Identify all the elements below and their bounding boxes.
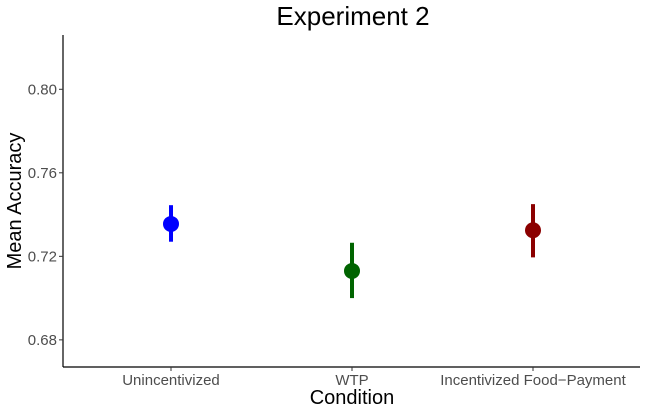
mean-point [525, 222, 541, 239]
mean-point [344, 262, 360, 279]
x-axis-title: Condition [310, 387, 395, 409]
y-tick-label: 0.68 [28, 332, 57, 349]
x-ticks: Unincentivized WTP Incentivized Food−Payme… [122, 367, 627, 389]
x-tick-label: Unincentivized [122, 372, 220, 389]
y-ticks: 0.68 0.72 0.76 0.80 [28, 81, 63, 349]
data-marks [163, 204, 541, 299]
mean-point [163, 215, 179, 232]
y-tick-label: 0.80 [28, 81, 57, 98]
chart-title: Experiment 2 [276, 1, 429, 31]
y-tick-label: 0.76 [28, 165, 57, 182]
x-tick-label: WTP [335, 372, 368, 389]
y-tick-label: 0.72 [28, 248, 57, 265]
x-tick-label: Incentivized Food−Payment [440, 372, 626, 389]
y-axis-title: Mean Accuracy [4, 133, 26, 270]
